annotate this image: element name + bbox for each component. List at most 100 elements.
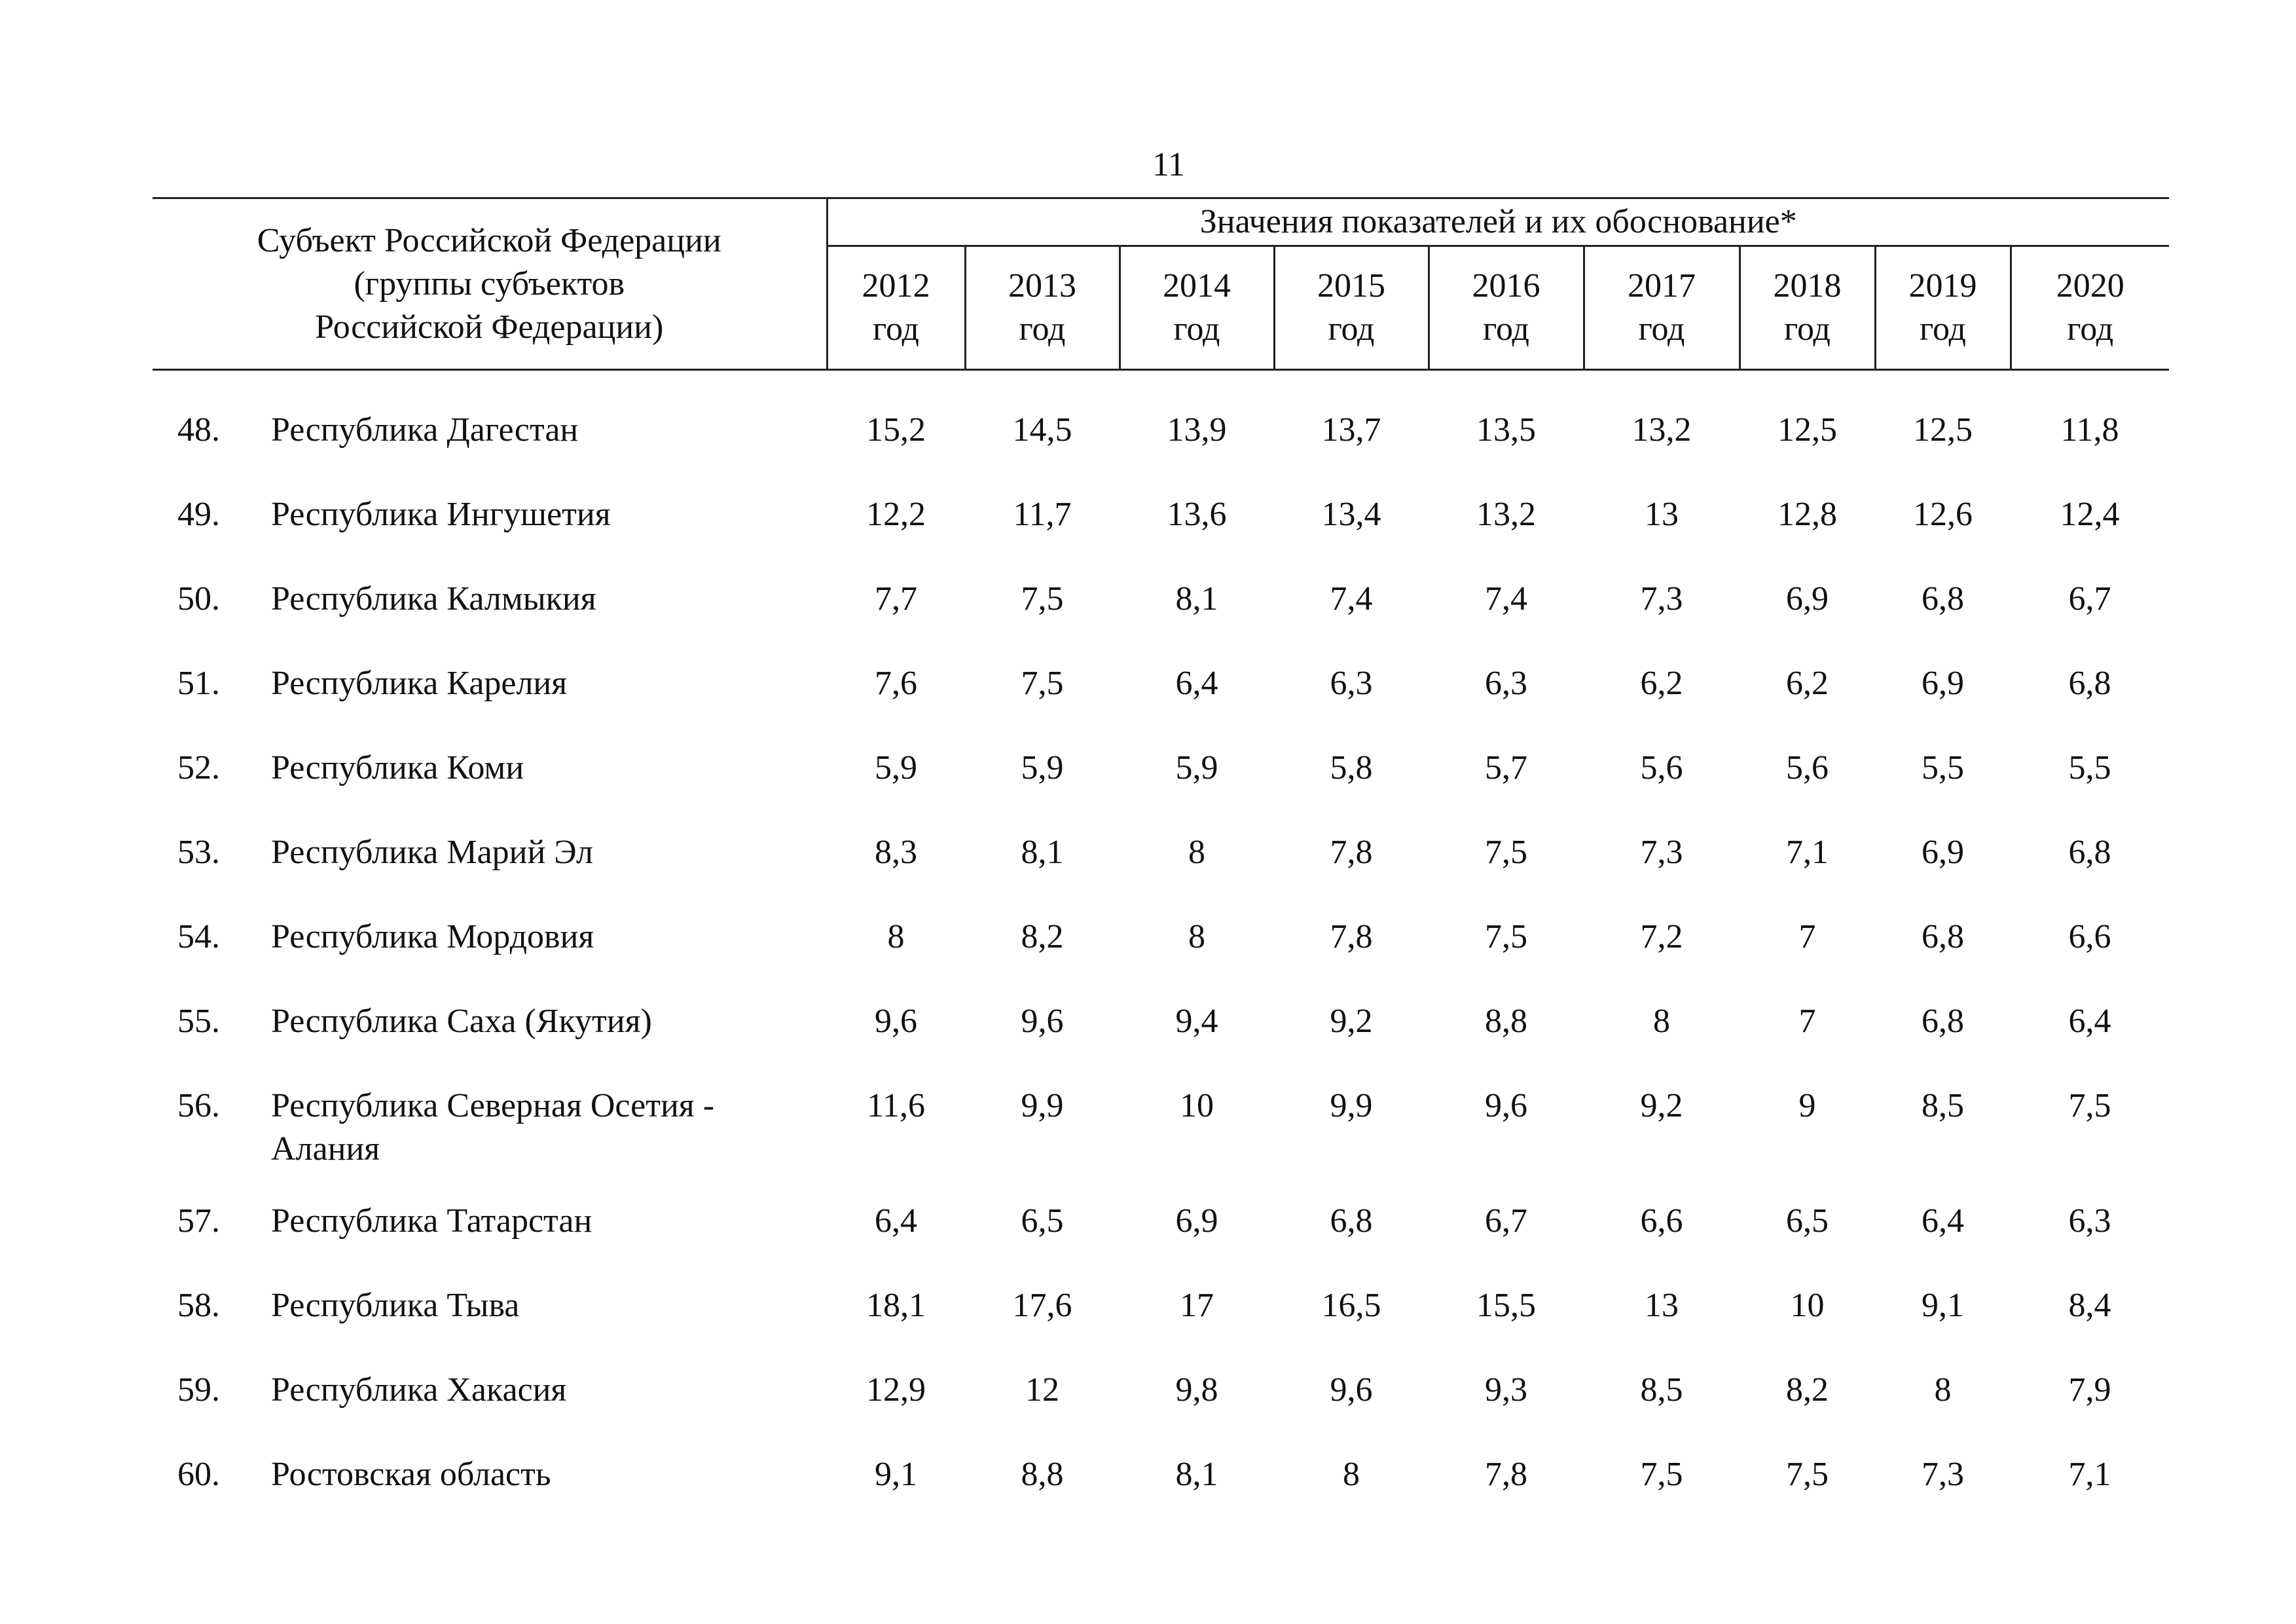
value-cell: 8,1 [1175, 1456, 1218, 1493]
value-cell: 13,5 [1476, 411, 1536, 449]
value-cell: 6,8 [1330, 1202, 1373, 1240]
value-cell: 5,6 [1786, 749, 1829, 786]
value-cell: 7,5 [1640, 1456, 1683, 1493]
value-cell: 10 [1180, 1087, 1214, 1124]
table-row: 59. Республика Хакасия 12,9 12 9,8 9,6 9,3 8,5 8… [153, 1362, 2169, 1447]
value-cell: 12 [1025, 1371, 1059, 1409]
row-number: 60. [177, 1456, 220, 1493]
year-header-2020: 2020 год [2011, 246, 2170, 371]
year-header-2014: 2014 год [1120, 246, 1275, 371]
table-row: 50. Республика Калмыкия 7,7 7,5 8,1 7,4 7,4 7,3… [153, 571, 2169, 655]
value-cell: 13,4 [1321, 496, 1381, 533]
year-unit: год [1920, 310, 1966, 348]
value-cell: 12,2 [866, 496, 926, 533]
value-cell: 6,2 [1786, 665, 1829, 702]
value-cell: 5,5 [1922, 749, 1964, 786]
table-row: 51. Республика Карелия 7,6 7,5 6,4 6,3 6,3 6,2 6… [153, 655, 2169, 740]
value-cell: 8,8 [1485, 1003, 1527, 1040]
value-cell: 5,9 [1021, 749, 1064, 786]
year-unit: год [1784, 310, 1831, 348]
value-cell: 7,5 [1786, 1456, 1829, 1493]
value-cell: 7,5 [1021, 665, 1064, 702]
subject-name: Республика Саха (Якутия) [271, 1003, 652, 1040]
value-cell: 6,6 [2068, 918, 2111, 955]
row-number: 58. [177, 1287, 220, 1324]
value-cell: 7,4 [1485, 580, 1527, 618]
value-cell: 5,9 [1175, 749, 1218, 786]
value-cell: 8 [1188, 918, 1205, 955]
row-number: 48. [177, 411, 220, 449]
table-row: 55. Республика Саха (Якутия) 9,6 9,6 9,4 9,2 8… [153, 993, 2169, 1078]
value-cell: 8,2 [1021, 918, 1064, 955]
value-cell: 7,2 [1640, 918, 1683, 955]
subject-cell: 49. Республика Ингушетия [153, 487, 827, 571]
table-row: 56. Республика Северная Осетия - Алания 11… [153, 1078, 2169, 1193]
row-number: 57. [177, 1202, 220, 1240]
value-cell: 13,2 [1476, 496, 1536, 533]
row-number: 52. [177, 749, 220, 786]
year-label: 2016 [1472, 267, 1540, 304]
subject-name: Ростовская область [271, 1456, 551, 1493]
value-cell: 13,9 [1167, 411, 1227, 449]
value-cell: 5,5 [2068, 749, 2111, 786]
value-cell: 7,1 [1786, 834, 1829, 871]
value-cell: 14,5 [1012, 411, 1072, 449]
subject-cell: 52. Республика Коми [153, 740, 827, 824]
row-number: 53. [177, 834, 220, 871]
value-cell: 13,6 [1167, 496, 1227, 533]
value-cell: 7,5 [1021, 580, 1064, 618]
year-label: 2014 [1163, 267, 1231, 304]
row-number: 50. [177, 580, 220, 618]
year-header-2012: 2012 год [827, 246, 966, 371]
value-cell: 7 [1798, 1003, 1816, 1040]
subject-cell: 48. Республика Дагестан [153, 402, 827, 487]
subject-name: Республика Коми [271, 749, 524, 786]
year-unit: год [1173, 310, 1220, 348]
value-cell: 7,1 [2068, 1456, 2111, 1493]
value-cell: 6,4 [875, 1202, 917, 1240]
value-cell: 11,6 [866, 1087, 926, 1124]
value-cell: 6,3 [1485, 665, 1527, 702]
value-cell: 6,5 [1021, 1202, 1064, 1240]
row-number: 51. [177, 665, 220, 702]
value-cell: 6,8 [1922, 918, 1964, 955]
table-row: 49. Республика Ингушетия 12,2 11,7 13,6 13,4 1… [153, 487, 2169, 571]
value-cell: 13,2 [1631, 411, 1692, 449]
year-header-2018: 2018 год [1740, 246, 1876, 371]
subject-name: Республика Ингушетия [271, 496, 611, 533]
value-cell: 17 [1180, 1287, 1214, 1324]
value-cell: 13,7 [1321, 411, 1381, 449]
value-cell: 7,8 [1330, 834, 1373, 871]
value-cell: 7,3 [1640, 834, 1683, 871]
value-cell: 6,4 [2068, 1003, 2111, 1040]
value-cell: 11,7 [1013, 496, 1072, 533]
subject-cell: 53. Республика Марий Эл [153, 824, 827, 909]
value-cell: 6,8 [2068, 665, 2111, 702]
year-label: 2013 [1008, 267, 1076, 304]
year-header-2015: 2015 год [1274, 246, 1430, 371]
subject-column-header: Субъект Российской Федерации (группы суб… [153, 197, 828, 371]
value-cell: 5,6 [1640, 749, 1683, 786]
year-header-2019: 2019 год [1875, 246, 2012, 371]
value-cell: 9,2 [1640, 1087, 1683, 1124]
year-label: 2015 [1317, 267, 1385, 304]
value-cell: 8,1 [1175, 580, 1218, 618]
value-cell: 6,9 [1786, 580, 1829, 618]
year-label: 2012 [862, 267, 930, 304]
value-cell: 5,7 [1485, 749, 1527, 786]
value-cell: 6,2 [1640, 665, 1683, 702]
year-unit: год [873, 310, 919, 348]
value-cell: 8,5 [1640, 1371, 1683, 1409]
subject-cell: 56. Республика Северная Осетия - Алания [153, 1078, 827, 1193]
value-cell: 9,4 [1175, 1003, 1218, 1040]
subject-cell: 60. Ростовская область [153, 1447, 827, 1531]
value-cell: 7,5 [1485, 918, 1527, 955]
value-cell: 7,4 [1330, 580, 1373, 618]
table-row: 60. Ростовская область 9,1 8,8 8,1 8 7,8 7,5 7,5… [153, 1447, 2169, 1531]
value-cell: 6,7 [2068, 580, 2111, 618]
value-cell: 7 [1798, 918, 1816, 955]
value-cell: 9,6 [875, 1003, 917, 1040]
value-cell: 9,9 [1021, 1087, 1064, 1124]
value-cell: 8 [1934, 1371, 1952, 1409]
value-cell: 9,8 [1175, 1371, 1218, 1409]
